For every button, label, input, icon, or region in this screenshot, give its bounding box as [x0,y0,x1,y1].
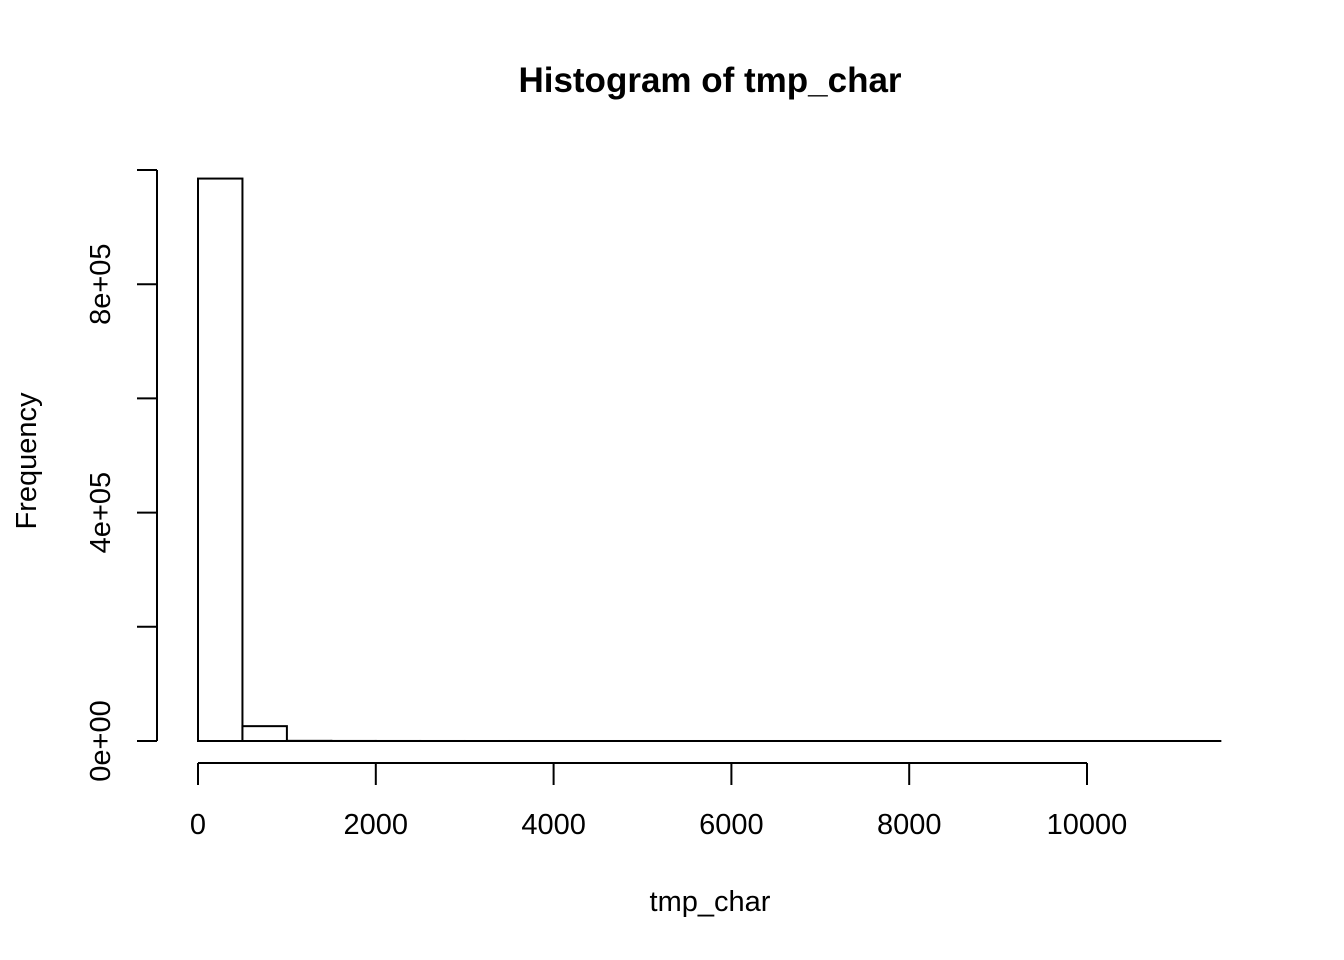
y-tick-label: 4e+05 [85,472,117,553]
x-axis-label: tmp_char [650,886,771,918]
x-tick-label: 10000 [1047,809,1128,841]
y-axis-label: Frequency [11,392,43,530]
histogram-bar [197,177,244,742]
x-axis: 0 2000 4000 6000 8000 10000 [190,762,1128,841]
y-axis: 0e+00 4e+05 8e+05 [85,169,158,782]
y-tick-label: 0e+00 [85,700,117,781]
x-tick-label: 6000 [699,809,764,841]
x-tick-label: 8000 [877,809,942,841]
x-tick-label: 2000 [344,809,409,841]
x-tick-label: 0 [190,809,206,841]
chart-title: Histogram of tmp_char [518,61,901,100]
histogram-bars [197,177,1222,743]
y-tick-label: 8e+05 [85,243,117,324]
histogram-bar [241,725,288,742]
x-tick-label: 4000 [521,809,586,841]
